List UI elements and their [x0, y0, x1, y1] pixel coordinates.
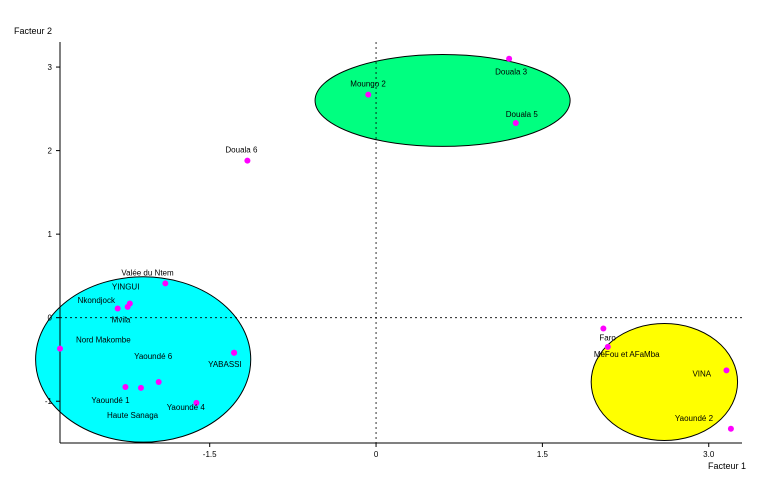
data-point: [244, 157, 251, 164]
data-point: [124, 303, 131, 310]
point-label: Yaoundé 6: [134, 352, 173, 361]
point-labels: Douala 3 Moungo 2 Douala 5 Douala 6 Valée du…: [76, 68, 714, 423]
data-point: [57, 345, 63, 352]
data-point: [512, 120, 519, 127]
data-point: [114, 305, 121, 312]
data-points: [57, 55, 734, 432]
point-label: Haute Sanaga: [107, 411, 159, 420]
point-label: YINGUI: [112, 282, 140, 291]
point-label: Faro: [599, 334, 616, 343]
y-tick-label: 3: [48, 63, 53, 72]
y-tick-label: 1: [48, 230, 53, 239]
data-point: [122, 384, 129, 391]
data-point: [365, 91, 372, 98]
data-point: [193, 399, 200, 406]
cluster-ellipses: [35, 54, 739, 443]
data-point: [155, 379, 162, 386]
data-point: [231, 349, 238, 356]
point-label: MeFou et AFaMba: [594, 350, 660, 359]
data-point: [506, 55, 513, 62]
y-tick-label: 0: [48, 314, 53, 323]
point-label: Yaoundé 1: [91, 396, 130, 405]
data-point: [727, 425, 734, 432]
x-tick-label: -1.5: [203, 450, 217, 459]
cluster-ellipse: [590, 323, 739, 441]
point-label: VINA: [692, 369, 711, 378]
point-label: Douala 3: [495, 68, 528, 77]
cluster-ellipse: [314, 54, 571, 147]
y-tick-label: -1: [45, 397, 53, 406]
point-label: Moungo 2: [350, 80, 386, 89]
data-point: [162, 280, 169, 287]
x-tick-label: 3.0: [703, 450, 715, 459]
y-tick-label: 2: [48, 147, 53, 156]
point-label: Nord Makombe: [76, 336, 131, 345]
data-point: [723, 367, 730, 374]
data-point: [604, 343, 611, 350]
point-label: YABASSI: [208, 360, 242, 369]
x-tick-label: 1.5: [537, 450, 549, 459]
data-point: [600, 325, 607, 332]
axes: -1.5 0 1.5 3.0 -1 0 1 2 3: [45, 42, 742, 459]
point-label: Nkondjock: [78, 296, 116, 305]
x-tick-label: 0: [374, 450, 379, 459]
point-label: Valée du Ntem: [121, 268, 174, 277]
data-point: [137, 384, 144, 391]
x-axis-title: Facteur 1: [708, 461, 746, 471]
point-label: Yaoundé 2: [675, 414, 714, 423]
point-label: Douala 5: [506, 110, 539, 119]
point-label: Douala 6: [225, 146, 258, 155]
y-axis-title: Facteur 2: [14, 26, 52, 36]
point-label: Yaoundé 4: [167, 403, 206, 412]
point-label: Mvila: [112, 315, 131, 324]
